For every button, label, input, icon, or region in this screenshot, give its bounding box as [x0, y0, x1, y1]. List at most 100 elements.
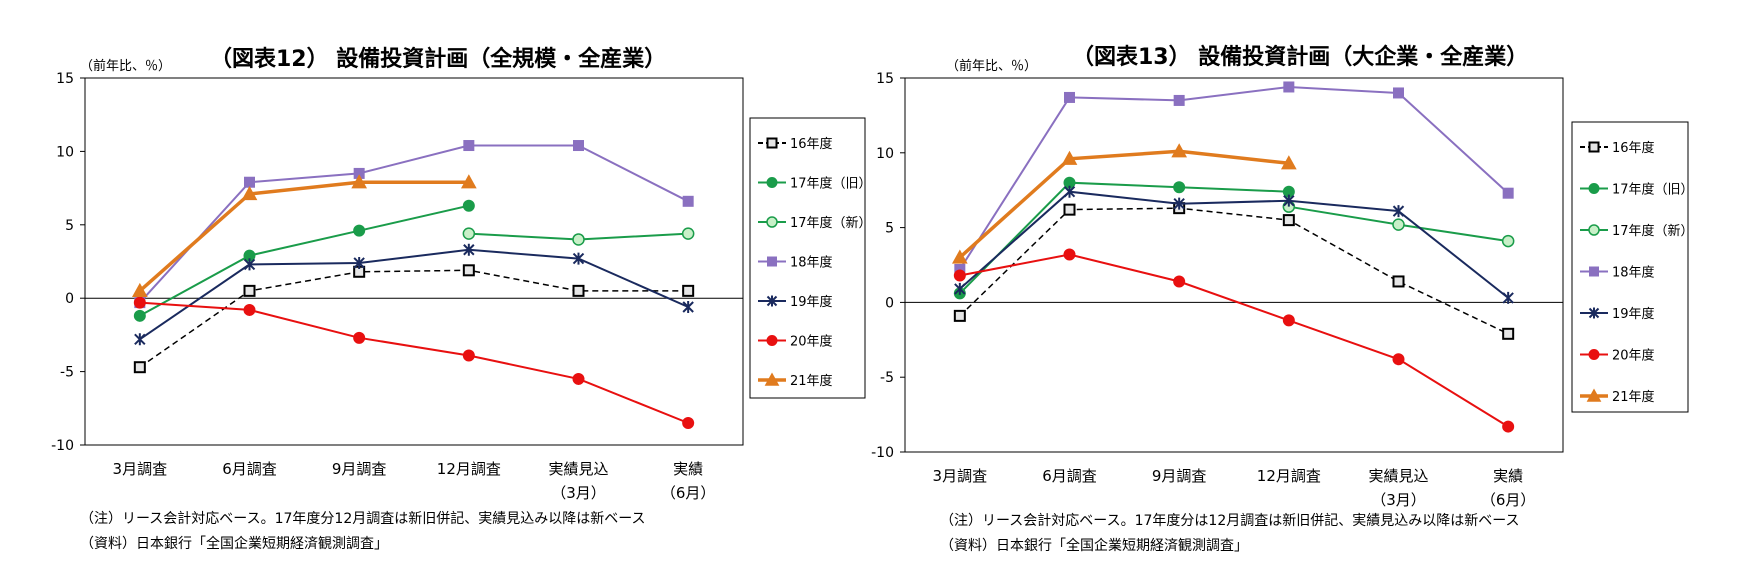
series-line	[139, 269, 689, 368]
point-marker	[766, 335, 778, 346]
legend-label: 17年度（旧）	[790, 176, 872, 192]
point-marker	[353, 256, 365, 269]
series-line	[959, 253, 1509, 428]
x-tick-label: 6月調査	[1042, 467, 1097, 485]
x-tick-label: 実績	[673, 460, 703, 478]
point-marker	[573, 140, 584, 152]
point-marker	[767, 256, 777, 267]
series-line	[139, 248, 689, 341]
point-marker	[1282, 214, 1295, 227]
chart-2: （図表13） 設備投資計画（大企業・全産業） （前年比、％） -10 -5 0 5 10 15…	[871, 44, 1693, 554]
series-line	[138, 180, 469, 293]
point-marker	[1589, 266, 1599, 277]
x-tick-label-sub: （3月）	[1371, 491, 1426, 509]
point-marker	[681, 227, 695, 240]
x-tick-label-sub: （3月）	[551, 484, 606, 502]
series-line	[139, 144, 689, 304]
x-tick-label: 6月調査	[222, 460, 277, 478]
legend-label: 18年度	[1612, 265, 1655, 281]
chart-1: （図表12） 設備投資計画（全規模・全産業） （前年比、％） -10 -5 0 5 10 15…	[51, 46, 871, 552]
point-marker	[1502, 327, 1515, 340]
x-tick-label: 9月調査	[1152, 467, 1207, 485]
point-marker	[1502, 187, 1514, 199]
point-marker	[351, 174, 368, 189]
point-marker	[1282, 314, 1295, 327]
plot-area	[904, 77, 1564, 453]
point-marker	[1173, 275, 1186, 288]
legend: 16年度 17年度（旧） 17年度（新） 18年度 19年度 20年度 21年度	[749, 117, 872, 399]
point-marker	[133, 361, 146, 374]
legend-label: 17年度（旧）	[1612, 182, 1694, 198]
point-marker	[1502, 291, 1514, 304]
point-marker	[1283, 194, 1295, 207]
x-tick-label: 12月調査	[1257, 467, 1321, 485]
source-text: （資料）日本銀行「全国企業短期経済観測調査」	[940, 537, 1248, 554]
chart-title: （図表13） 設備投資計画（大企業・全産業）	[1072, 44, 1528, 70]
x-tick-label: 3月調査	[113, 460, 168, 478]
y-tick-label: 15	[876, 71, 894, 87]
point-marker	[462, 264, 475, 277]
point-marker	[1588, 349, 1600, 360]
y-tick-label: -10	[51, 438, 74, 454]
point-marker	[134, 333, 146, 346]
series-6	[133, 296, 695, 429]
point-marker	[572, 372, 585, 385]
series-5	[134, 243, 694, 346]
legend-label: 21年度	[1612, 389, 1655, 405]
point-marker	[953, 309, 966, 322]
point-marker	[243, 258, 256, 271]
y-tick-label: 10	[56, 144, 74, 160]
legend-label: 16年度	[1612, 140, 1655, 156]
point-marker	[1588, 141, 1600, 153]
note-text: （注）リース会計対応ベース。17年度分は12月調査は新旧併記、実績見込み以降は新…	[940, 512, 1520, 529]
legend-label: 17年度（新）	[790, 215, 872, 231]
point-marker	[954, 282, 966, 295]
point-marker	[243, 284, 256, 297]
x-tick-label: 12月調査	[437, 460, 501, 478]
series-line	[959, 181, 1289, 295]
point-marker	[1588, 224, 1600, 236]
x-tick-label: 実績見込	[548, 460, 608, 478]
y-tick-label: 15	[56, 71, 74, 87]
point-marker	[1064, 91, 1075, 103]
point-marker	[1392, 275, 1405, 288]
point-marker	[766, 177, 778, 188]
series-5	[954, 185, 1514, 304]
point-marker	[572, 284, 585, 297]
y-tick-label: 0	[885, 295, 894, 311]
point-marker	[1393, 87, 1404, 99]
y-tick-label: -5	[880, 370, 894, 386]
point-marker	[1280, 155, 1297, 170]
legend: 16年度 17年度（旧） 17年度（新） 18年度 19年度 20年度 21年度	[1571, 121, 1694, 413]
point-marker	[1588, 183, 1600, 194]
point-marker	[1171, 143, 1188, 158]
chart-title: （図表12） 設備投資計画（全規模・全産業）	[210, 46, 666, 72]
x-tick-label-sub: （6月）	[1481, 491, 1536, 509]
y-tick-label: -5	[60, 365, 74, 381]
point-marker	[682, 416, 695, 429]
x-tick-label: 実績	[1493, 467, 1523, 485]
legend-label: 21年度	[790, 373, 833, 389]
point-marker	[462, 227, 476, 240]
point-marker	[766, 137, 778, 149]
y-axis-unit-label: （前年比、％）	[946, 58, 1037, 74]
point-marker	[460, 174, 477, 189]
point-marker	[1392, 205, 1405, 218]
series-7	[951, 143, 1297, 264]
point-marker	[1063, 203, 1076, 216]
point-marker	[1173, 197, 1185, 210]
y-tick-label: 10	[876, 146, 894, 162]
series-7	[131, 174, 477, 297]
x-tick-label: 実績見込	[1368, 467, 1428, 485]
point-marker	[1501, 234, 1515, 248]
point-marker	[1173, 181, 1186, 194]
point-marker	[1392, 353, 1405, 366]
point-marker	[1502, 420, 1515, 433]
series-3	[462, 227, 695, 246]
series-4	[954, 81, 1514, 275]
legend-label: 19年度	[790, 294, 833, 310]
point-marker	[951, 249, 968, 264]
series-line	[959, 190, 1509, 299]
y-tick-label: 0	[65, 291, 74, 307]
